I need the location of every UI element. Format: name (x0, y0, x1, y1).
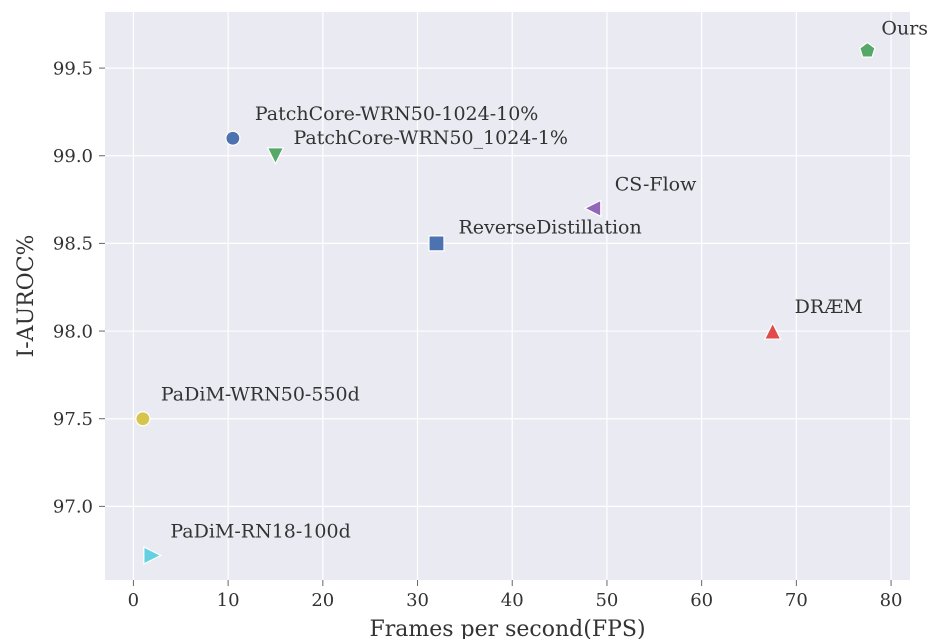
marker-square (429, 236, 444, 251)
ytick-label: 99.5 (53, 58, 93, 79)
point-label: DRÆM (795, 296, 863, 318)
xtick-label: 60 (690, 590, 713, 611)
yaxis-label: I-AUROC% (14, 235, 39, 358)
point-label: PaDiM-WRN50-550d (161, 384, 360, 406)
xtick-label: 0 (128, 590, 139, 611)
ytick-label: 98.0 (53, 321, 93, 342)
ytick-label: 97.0 (53, 497, 93, 518)
xaxis-label: Frames per second(FPS) (369, 617, 645, 639)
marker-circle (136, 412, 150, 426)
point-label: CS-Flow (615, 173, 697, 195)
ytick-label: 99.0 (53, 146, 93, 167)
point-label: PatchCore-WRN50_1024-1% (293, 127, 568, 149)
xtick-label: 70 (785, 590, 808, 611)
ytick-label: 97.5 (53, 409, 93, 430)
marker-circle (226, 131, 240, 145)
data-point (226, 131, 240, 145)
xtick-label: 10 (217, 590, 240, 611)
point-label: ReverseDistillation (458, 216, 641, 238)
xtick-label: 30 (406, 590, 429, 611)
point-label: PatchCore-WRN50-1024-10% (255, 103, 539, 125)
point-label: Ours (881, 18, 928, 40)
point-label: PaDiM-RN18-100d (170, 520, 350, 542)
data-point (429, 236, 444, 251)
xtick-label: 40 (501, 590, 524, 611)
xtick-label: 50 (595, 590, 618, 611)
ytick-label: 98.5 (53, 234, 93, 255)
xtick-label: 80 (880, 590, 903, 611)
data-point (136, 412, 150, 426)
scatter-chart: 0 10 20 30 40 50 60 70 80 97.0 97.5 98.0 98.5 99.0 99.… (0, 0, 947, 639)
plot-area (105, 12, 910, 580)
xtick-label: 20 (311, 590, 334, 611)
